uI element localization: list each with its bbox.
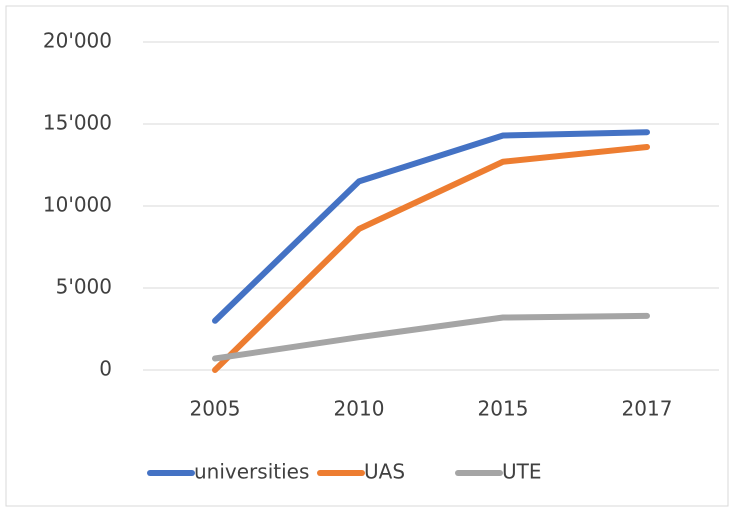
line [212, 129, 650, 324]
y-tick-label: 15'000 [43, 111, 112, 135]
y-tick-label: 20'000 [43, 29, 112, 53]
line [212, 312, 650, 362]
x-tick-label: 2015 [478, 397, 529, 421]
chart-border [5, 5, 729, 507]
y-tick-label: 0 [99, 357, 112, 381]
x-tick-label: 2017 [622, 397, 673, 421]
line [212, 143, 650, 373]
legend-label: UTE [502, 460, 542, 484]
y-tick-label: 5'000 [56, 275, 112, 299]
x-tick-label: 2010 [334, 397, 385, 421]
y-tick-label: 10'000 [43, 193, 112, 217]
legend-label: UAS [364, 460, 405, 484]
x-tick-label: 2005 [190, 397, 241, 421]
legend-label: universities [194, 460, 309, 484]
